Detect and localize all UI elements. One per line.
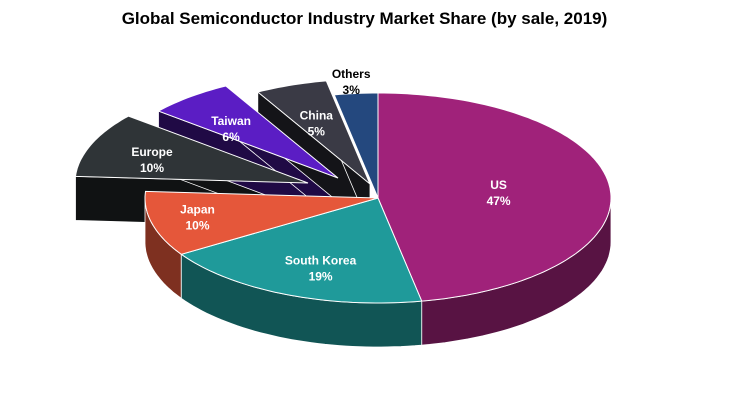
pie-slice-china — [256, 80, 371, 185]
slice-value-taiwan: 6% — [222, 130, 240, 144]
slice-label-others: Others — [332, 67, 371, 81]
slice-value-others: 3% — [343, 83, 361, 97]
slice-value-china: 5% — [308, 125, 326, 139]
slice-value-europe: 10% — [140, 161, 164, 175]
pie-slice-others — [333, 92, 379, 199]
pie-tops — [74, 80, 612, 304]
slice-value-japan: 10% — [185, 218, 209, 232]
slice-value-south-korea: 19% — [309, 269, 333, 283]
pie-labels: US 47% South Korea 19% Japan 10% Europe 10% Taiw… — [131, 67, 511, 283]
chart-title: Global Semiconductor Industry Market Sha… — [121, 9, 608, 28]
slice-label-south-korea: South Korea — [285, 253, 357, 267]
pie-slice-us — [377, 92, 612, 302]
slice-value-us: 47% — [487, 194, 511, 208]
slice-label-china: China — [300, 109, 334, 123]
pie-slice-taiwan — [157, 85, 339, 179]
pie-slice-south-korea — [180, 197, 423, 304]
pie-slice-europe — [74, 115, 309, 184]
slice-label-japan: Japan — [180, 202, 215, 216]
pie-slice-japan — [144, 190, 379, 255]
slice-label-us: US — [490, 178, 507, 192]
slice-label-europe: Europe — [131, 145, 173, 159]
slice-label-taiwan: Taiwan — [211, 114, 251, 128]
